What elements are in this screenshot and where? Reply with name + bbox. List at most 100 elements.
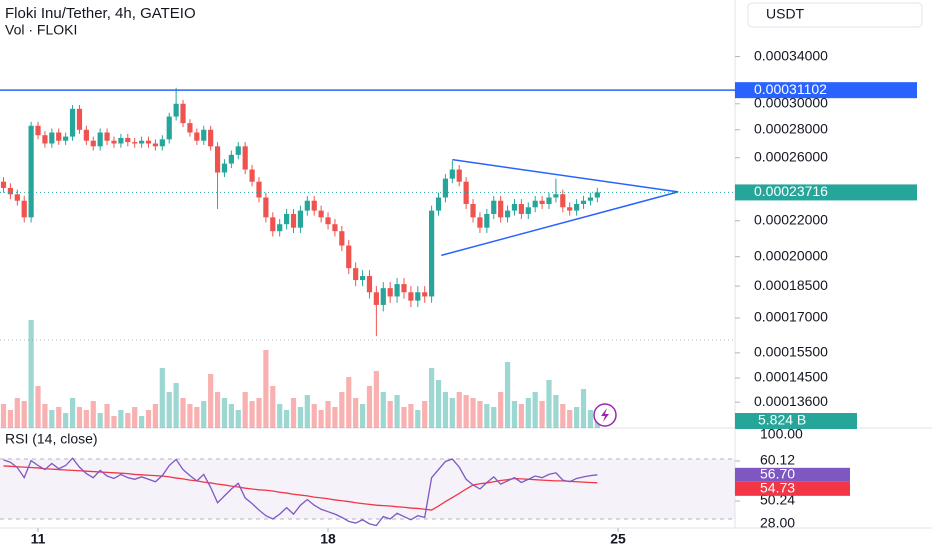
- volume-bar: [401, 407, 407, 428]
- volume-bar: [235, 410, 241, 428]
- level-label: 0.00031102: [754, 81, 827, 97]
- volume-bar: [152, 404, 159, 428]
- candle-body: [290, 213, 297, 228]
- candle-body: [83, 129, 89, 141]
- candle-body: [366, 276, 373, 293]
- volume-bar: [42, 404, 48, 428]
- volume-bar: [491, 407, 497, 428]
- volume-bar: [125, 413, 131, 428]
- volume-bar: [366, 386, 373, 428]
- candle-body: [498, 200, 504, 218]
- volume-bar: [69, 398, 76, 428]
- candle-body: [90, 140, 96, 147]
- volume-title: Vol · FLOKI: [5, 22, 77, 38]
- rsi-pane-bottom-label: 28.00: [760, 515, 795, 531]
- price-tick-label: 0.00013600: [754, 393, 828, 409]
- candle-body: [0, 181, 7, 188]
- candle-body: [104, 132, 110, 141]
- candle-body: [504, 210, 511, 218]
- candle-body: [449, 169, 455, 179]
- candle-body: [380, 288, 386, 305]
- volume-bar: [35, 386, 41, 428]
- volume-bar: [435, 380, 442, 428]
- currency-label[interactable]: USDT: [766, 6, 805, 22]
- volume-bar: [498, 392, 504, 428]
- volume-bar: [525, 398, 531, 428]
- candle-body: [532, 200, 538, 208]
- candle-body: [332, 224, 338, 232]
- last-price-label: 0.00023716: [754, 183, 828, 199]
- rsi-ma-last-label: 54.73: [760, 480, 795, 496]
- volume-bar: [145, 410, 152, 428]
- volume-bar: [118, 410, 124, 428]
- volume-bar: [28, 320, 34, 428]
- volume-bar: [166, 392, 172, 428]
- candle-body: [76, 108, 83, 130]
- triangle-line: [452, 158, 679, 193]
- candle-body: [415, 292, 421, 301]
- volume-bar: [422, 401, 428, 428]
- volume-bar: [187, 404, 193, 428]
- candle-body: [339, 231, 345, 246]
- candle-body: [159, 139, 165, 147]
- candle-body: [580, 200, 587, 204]
- volume-bar: [415, 410, 421, 428]
- volume-bar: [228, 404, 234, 428]
- candle-body: [7, 187, 14, 195]
- volume-bar: [429, 368, 435, 428]
- candle-body: [97, 132, 103, 147]
- rsi-last-box: [735, 467, 850, 482]
- volume-bar: [214, 392, 221, 428]
- volume-bar: [332, 407, 338, 428]
- triangle-line: [441, 191, 679, 257]
- volume-bar: [587, 410, 594, 428]
- volume-bar: [76, 407, 83, 428]
- candle-body: [594, 192, 600, 198]
- last-price-box: [735, 184, 917, 201]
- candle-body: [518, 203, 524, 214]
- price-tick-label: 0.00018500: [754, 277, 828, 293]
- candle-body: [359, 276, 366, 281]
- volume-bar: [408, 404, 414, 428]
- level-label-box: [735, 82, 917, 99]
- candle-body: [242, 146, 248, 170]
- volume-bar: [14, 398, 20, 428]
- candle-body: [429, 210, 435, 297]
- price-tick-label: 0.00030000: [754, 94, 828, 110]
- candle-body: [277, 224, 283, 232]
- currency-button[interactable]: [747, 2, 923, 28]
- volume-bar: [318, 410, 324, 428]
- price-tick-label: 0.00022000: [754, 211, 828, 227]
- volume-bar: [394, 395, 400, 428]
- volume-bar: [21, 401, 27, 428]
- volume-bar: [159, 368, 165, 428]
- candle-body: [139, 140, 145, 144]
- candle-body: [442, 178, 449, 198]
- volume-bar: [470, 398, 476, 428]
- candle-body: [235, 146, 241, 155]
- chart-title: Floki Inu/Tether, 4h, GATEIO: [5, 5, 196, 22]
- candle-body: [318, 210, 324, 218]
- price-tick-label: 0.00017000: [754, 309, 828, 325]
- candle-body: [145, 140, 152, 144]
- volume-bar: [339, 392, 345, 428]
- candle-body: [546, 197, 552, 204]
- volume-bar: [518, 404, 524, 428]
- candle-body: [297, 210, 304, 228]
- volume-bar: [56, 407, 62, 428]
- rsi-band: [0, 459, 735, 519]
- volume-bar: [139, 416, 145, 428]
- candle-body: [525, 207, 531, 214]
- candle-body: [567, 207, 573, 211]
- volume-bar: [7, 410, 14, 428]
- candle-body: [42, 135, 48, 144]
- candle-body: [346, 245, 352, 269]
- rsi-ma-last-box: [735, 481, 850, 496]
- volume-bar: [111, 416, 117, 428]
- volume-bar: [387, 401, 393, 428]
- candle-body: [408, 292, 414, 301]
- candle-body: [511, 203, 518, 211]
- candle-body: [311, 200, 317, 211]
- candle-body: [221, 163, 228, 173]
